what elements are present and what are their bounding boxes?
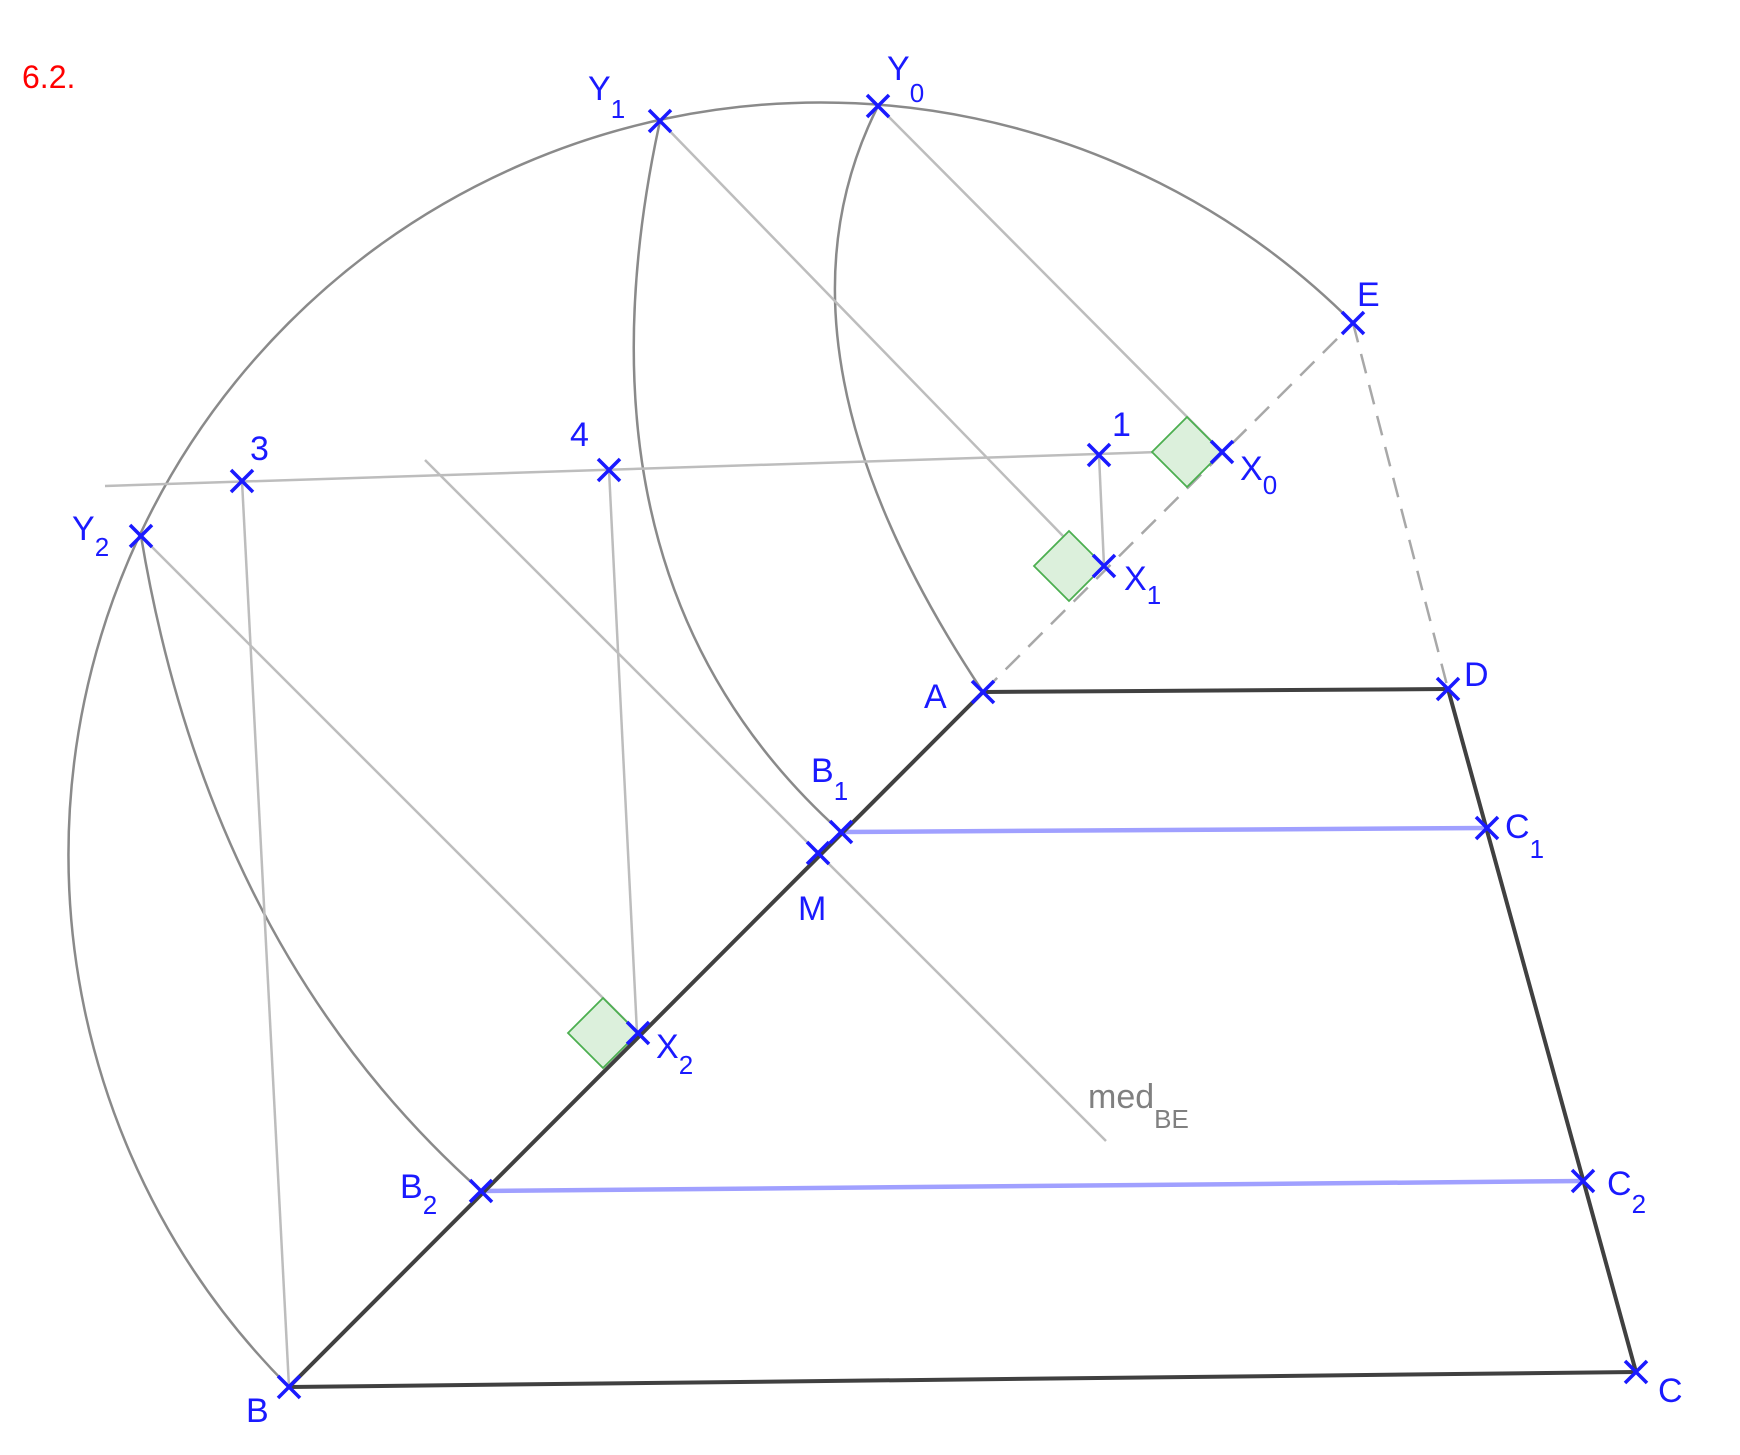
arc-y1-b1 bbox=[632, 120, 842, 833]
label-m: M bbox=[798, 890, 826, 928]
point-marker-b1 bbox=[828, 819, 854, 845]
point-marker-e bbox=[1340, 310, 1366, 336]
point-marker-3 bbox=[229, 468, 255, 494]
segment-b-c bbox=[288, 1370, 1637, 1389]
point-marker-x1 bbox=[1091, 553, 1117, 579]
label-y2: Y2 bbox=[72, 510, 109, 562]
construction-lines bbox=[104, 105, 1223, 1388]
label-d: D bbox=[1464, 656, 1489, 694]
segment-b2-c2 bbox=[480, 1178, 1584, 1194]
point-marker-c1 bbox=[1474, 815, 1500, 841]
right-angle-x2 bbox=[566, 996, 640, 1070]
label-x2: X2 bbox=[656, 1028, 693, 1080]
segment-a-d bbox=[982, 687, 1449, 694]
point-marker-d bbox=[1435, 676, 1461, 702]
point-marker-a bbox=[970, 679, 996, 705]
label-b1: B1 bbox=[811, 752, 848, 806]
label-med-be: medBE bbox=[1088, 1078, 1189, 1134]
line-4-x2 bbox=[607, 469, 639, 1034]
right-angle-x1 bbox=[1032, 529, 1106, 603]
segment-b1-c1 bbox=[840, 825, 1488, 835]
label-c: C bbox=[1658, 1372, 1683, 1410]
dashed-line-a-e bbox=[982, 322, 1354, 693]
point-marker-b2 bbox=[468, 1178, 494, 1204]
label-b: B bbox=[246, 1392, 269, 1430]
line-3-b bbox=[240, 480, 291, 1388]
label-3: 3 bbox=[250, 430, 269, 468]
point-marker-y0 bbox=[865, 93, 891, 119]
point-marker-x2 bbox=[625, 1020, 651, 1046]
label-y0: Y0 bbox=[887, 50, 924, 108]
circle-arc-m bbox=[67, 101, 1354, 1388]
point-marker-4 bbox=[596, 457, 622, 483]
point-marker-c2 bbox=[1570, 1168, 1596, 1194]
label-e: E bbox=[1357, 276, 1380, 314]
figure-label: 6.2. bbox=[22, 59, 75, 95]
segment-d-c bbox=[1446, 688, 1638, 1373]
label-c1: C1 bbox=[1505, 808, 1544, 864]
label-y1: Y1 bbox=[588, 70, 625, 124]
label-b2: B2 bbox=[400, 1168, 437, 1220]
point-marker-m bbox=[805, 840, 831, 866]
point-marker-1 bbox=[1086, 442, 1112, 468]
label-x0: X0 bbox=[1240, 450, 1277, 500]
right-angle-x0 bbox=[1150, 415, 1224, 489]
segment-a-b bbox=[287, 690, 985, 1389]
point-markers bbox=[128, 93, 1649, 1400]
point-marker-x0 bbox=[1209, 439, 1235, 465]
point-marker-c bbox=[1623, 1359, 1649, 1385]
arc-y2-b2 bbox=[139, 535, 482, 1192]
point-marker-b bbox=[276, 1374, 302, 1400]
perpendicular-bisector-be bbox=[424, 459, 1107, 1142]
arc-y0-a bbox=[833, 105, 985, 693]
line-y1-x1 bbox=[659, 120, 1064, 537]
line-1-3-ray bbox=[104, 448, 1223, 488]
label-c2: C2 bbox=[1607, 1165, 1646, 1219]
line-y2-x2 bbox=[140, 535, 639, 1034]
line-y0-x0 bbox=[877, 105, 1223, 453]
label-4: 4 bbox=[570, 416, 589, 454]
label-x1: X1 bbox=[1124, 560, 1161, 610]
point-marker-y1 bbox=[647, 108, 673, 134]
dashed-line-e-d bbox=[1351, 322, 1450, 690]
line-1-x1 bbox=[1097, 454, 1106, 567]
point-marker-y2 bbox=[128, 523, 154, 549]
label-a: A bbox=[924, 678, 947, 716]
point-labels: Y0 Y1 Y2 E 1 3 4 X0 X1 X2 A D B1 M C1 B2… bbox=[72, 50, 1683, 1430]
label-1: 1 bbox=[1112, 406, 1131, 444]
